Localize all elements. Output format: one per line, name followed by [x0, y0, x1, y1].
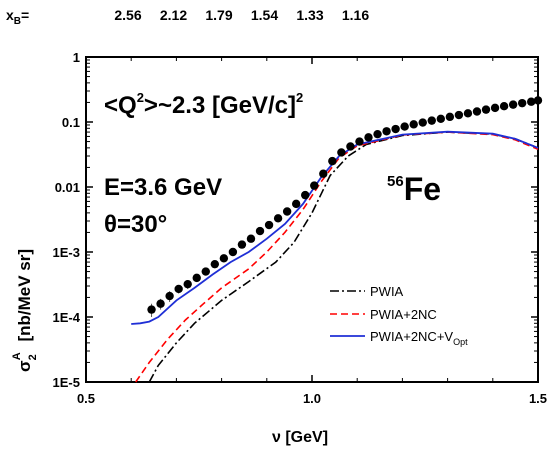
series-line-2 — [131, 130, 539, 325]
top-axis-tick-label: 1.33 — [296, 7, 323, 23]
data-point — [517, 98, 527, 108]
data-point — [373, 129, 382, 139]
y-tick-label: 1E-4 — [53, 310, 81, 325]
data-point — [436, 114, 446, 124]
data-point — [409, 120, 418, 129]
data-point — [445, 112, 455, 122]
data-point — [264, 220, 274, 230]
top-axis-tick-labels: 2.56 2.12 1.79 1.54 1.33 1.16 — [114, 7, 369, 23]
x-tick-label: 1.5 — [529, 391, 547, 406]
energy-annotation: E=3.6 GeV — [104, 174, 222, 201]
data-point — [291, 199, 301, 209]
data-point — [355, 137, 364, 146]
data-point — [427, 116, 436, 125]
data-point — [192, 273, 201, 283]
data-point — [282, 207, 292, 216]
top-axis-label: xB= — [6, 7, 29, 27]
data-point — [228, 247, 238, 257]
top-axis-tick-label: 1.79 — [205, 7, 232, 23]
data-point — [382, 127, 391, 136]
x-axis-label: ν [GeV] — [272, 429, 328, 446]
y-axis-ticks: 1 0.1 0.01 1E-3 1E-4 1E-5 — [53, 50, 538, 390]
series-line-0 — [148, 131, 539, 383]
data-point — [210, 259, 220, 269]
legend-label-pwia-2nc-vopt: PWIA+2NC+VOpt — [370, 329, 468, 347]
data-point — [174, 284, 183, 294]
y-axis-label: σ2A [nb/MeV sr] — [11, 249, 39, 372]
legend-label-pwia: PWIA — [370, 284, 404, 299]
data-point — [301, 190, 310, 200]
y-tick-label: 0.1 — [62, 115, 80, 130]
q2-annotation: <Q2>~2.3 [GeV/c]2 — [104, 90, 303, 119]
x-tick-label: 0.5 — [77, 391, 95, 406]
data-point — [165, 291, 174, 301]
data-point — [391, 124, 400, 134]
series-layer — [131, 130, 539, 383]
data-point — [183, 279, 192, 289]
y-tick-label: 1E-5 — [53, 375, 80, 390]
x-tick-label: 1.0 — [303, 391, 321, 406]
data-point — [418, 118, 427, 127]
data-point — [463, 109, 473, 118]
data-point — [400, 122, 409, 131]
data-point — [255, 226, 265, 236]
y-tick-label: 0.01 — [55, 180, 80, 195]
top-axis-tick-label: 2.56 — [114, 7, 141, 23]
data-point — [246, 234, 256, 243]
data-point — [201, 267, 210, 276]
data-point — [156, 299, 165, 308]
data-point — [499, 102, 509, 111]
top-axis-tick-label: 1.54 — [251, 7, 278, 23]
top-axis-tick-label: 2.12 — [160, 7, 187, 23]
series-line-1 — [135, 131, 539, 383]
angle-annotation: θ=30° — [104, 211, 167, 238]
data-point — [319, 169, 328, 178]
data-point — [219, 254, 229, 263]
data-point — [273, 214, 283, 223]
legend: PWIA PWIA+2NC PWIA+2NC+VOpt — [330, 284, 468, 347]
data-point — [490, 103, 500, 113]
data-point — [147, 305, 156, 314]
data-point — [364, 133, 373, 142]
nucleus-annotation: 56Fe — [387, 171, 441, 207]
data-point — [527, 97, 536, 106]
data-point — [237, 240, 247, 249]
data-point — [310, 181, 319, 190]
legend-label-pwia-2nc: PWIA+2NC — [370, 307, 437, 322]
data-point — [508, 100, 518, 109]
data-point — [337, 148, 346, 157]
data-point — [346, 142, 355, 151]
x-axis-ticks: 0.5 1.0 1.5 — [77, 57, 547, 406]
data-point — [454, 110, 464, 120]
y-tick-label: 1E-3 — [53, 245, 80, 260]
data-point — [328, 156, 337, 166]
y-tick-label: 1 — [73, 50, 80, 65]
data-point — [481, 105, 491, 114]
data-point — [472, 107, 482, 116]
data-points-layer — [147, 96, 543, 317]
data-point — [533, 96, 543, 105]
top-axis-tick-label: 1.16 — [342, 7, 369, 23]
